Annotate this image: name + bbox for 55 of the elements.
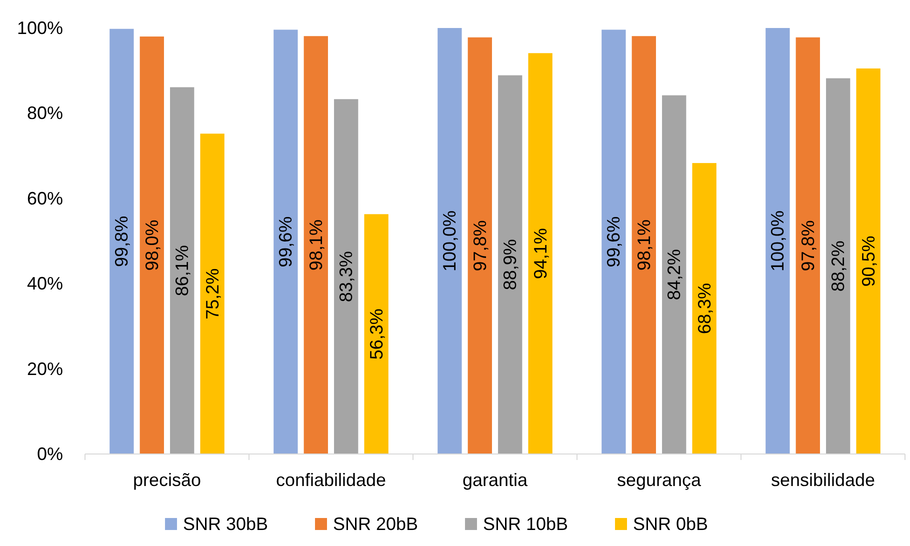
- y-tick-label: 60%: [26, 188, 63, 208]
- y-tick-label: 80%: [26, 103, 63, 124]
- bar: [274, 30, 298, 454]
- bar: [468, 37, 492, 454]
- data-label: 98,1%: [634, 220, 654, 271]
- data-label: 84,2%: [664, 249, 684, 300]
- x-tick-label: precisão: [132, 470, 202, 490]
- x-tick-label: garantia: [462, 470, 529, 490]
- bar: [200, 134, 224, 454]
- x-tick-label: confiabilidade: [276, 470, 386, 490]
- legend-label: SNR 0bB: [633, 514, 708, 534]
- data-label: 56,3%: [366, 308, 386, 360]
- y-tick-label: 40%: [26, 274, 63, 294]
- bar: [856, 68, 880, 454]
- bar: [334, 99, 358, 454]
- data-label: 68,3%: [694, 283, 714, 334]
- x-tick-label: segurança: [616, 470, 702, 490]
- bar: [766, 28, 790, 454]
- bar: [528, 53, 552, 454]
- data-label: 98,1%: [306, 220, 326, 271]
- bar: [796, 37, 820, 454]
- data-label: 94,1%: [530, 228, 550, 280]
- bar: [602, 30, 626, 454]
- y-tick-label: 20%: [26, 358, 63, 379]
- bar: [438, 28, 462, 454]
- bar: [170, 87, 194, 454]
- bar: [304, 36, 328, 454]
- data-label: 97,8%: [470, 220, 490, 272]
- data-label: 86,1%: [172, 245, 192, 296]
- data-label: 88,2%: [828, 240, 848, 292]
- legend-label: SNR 30bB: [183, 514, 268, 534]
- data-label: 75,2%: [202, 268, 222, 320]
- data-label: 98,0%: [142, 220, 162, 271]
- data-label: 99,6%: [276, 216, 296, 268]
- data-label: 97,8%: [798, 220, 818, 272]
- y-tick-label: 0%: [36, 444, 63, 464]
- bar: [662, 95, 686, 454]
- data-label: 100,0%: [768, 210, 788, 272]
- bar: [692, 163, 716, 454]
- data-label: 100,0%: [440, 210, 460, 272]
- y-tick-label: 100%: [16, 18, 63, 38]
- bar: [110, 28, 134, 454]
- bar: [140, 36, 164, 454]
- bar: [632, 36, 656, 454]
- bar: [826, 78, 850, 454]
- legend-label: SNR 20bB: [333, 514, 418, 534]
- data-label: 90,5%: [858, 236, 878, 287]
- data-label: 83,3%: [336, 251, 356, 302]
- data-label: 99,8%: [112, 216, 132, 267]
- bar: [498, 75, 522, 454]
- data-label: 88,9%: [500, 239, 520, 290]
- legend-label: SNR 10bB: [483, 514, 568, 534]
- x-tick-label: sensibilidade: [770, 470, 876, 490]
- bar: [364, 214, 388, 454]
- data-label: 99,6%: [604, 216, 624, 268]
